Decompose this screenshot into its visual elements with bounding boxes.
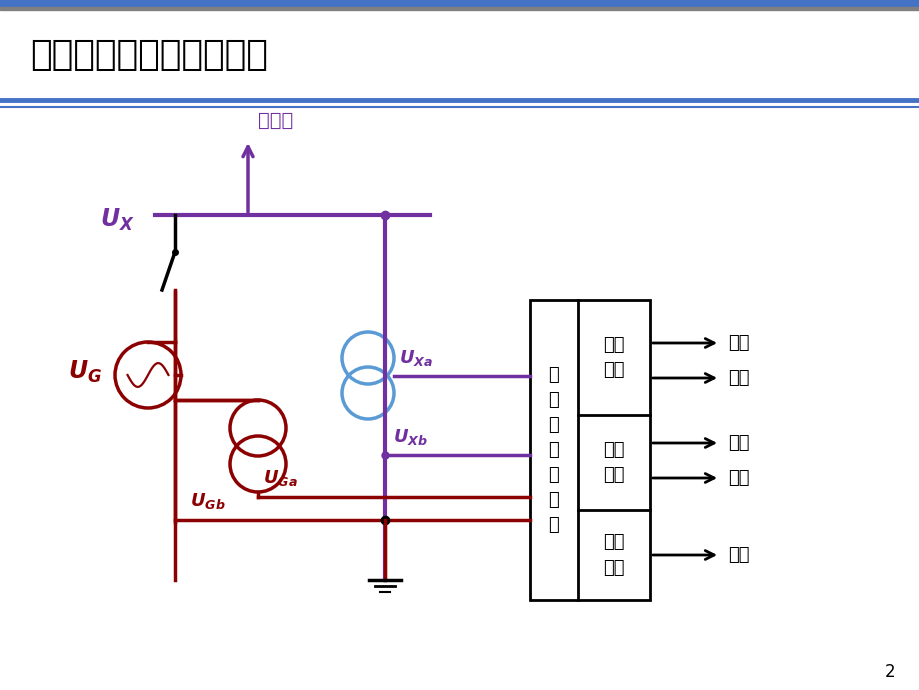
- Text: 自
动
准
同
期
装
置: 自 动 准 同 期 装 置: [548, 366, 559, 534]
- Text: 自动准同期装置基本构成: 自动准同期装置基本构成: [30, 38, 267, 72]
- Text: 降压: 降压: [727, 469, 749, 487]
- Text: $\bfit{U}_{\bfit{Ga}}$: $\bfit{U}_{\bfit{Ga}}$: [263, 468, 298, 488]
- Text: $\bfit{U}_{\bfit{Xa}}$: $\bfit{U}_{\bfit{Xa}}$: [399, 348, 433, 368]
- Text: 升压: 升压: [727, 434, 749, 452]
- Bar: [529, 300, 650, 600]
- Bar: [0, 0, 919, 7]
- Bar: [0, 7, 919, 10]
- Text: 合闸
控制: 合闸 控制: [603, 533, 624, 577]
- Text: $\bfit{U}_{\bfit{G}}$: $\bfit{U}_{\bfit{G}}$: [68, 359, 102, 385]
- Text: 减频: 减频: [727, 369, 749, 387]
- Text: $\bfit{U}_{\bfit{Xb}}$: $\bfit{U}_{\bfit{Xb}}$: [392, 427, 427, 447]
- Text: 合闸: 合闸: [727, 546, 749, 564]
- Text: $\bfit{U}_{\bfit{X}}$: $\bfit{U}_{\bfit{X}}$: [100, 207, 135, 233]
- Text: 增频: 增频: [727, 334, 749, 352]
- Text: $\bfit{U}_{\bfit{Gb}}$: $\bfit{U}_{\bfit{Gb}}$: [190, 491, 225, 511]
- Text: 2: 2: [884, 663, 894, 681]
- Text: 至系统: 至系统: [257, 111, 293, 130]
- Text: 均频
控制: 均频 控制: [603, 336, 624, 379]
- Text: 均压
控制: 均压 控制: [603, 441, 624, 484]
